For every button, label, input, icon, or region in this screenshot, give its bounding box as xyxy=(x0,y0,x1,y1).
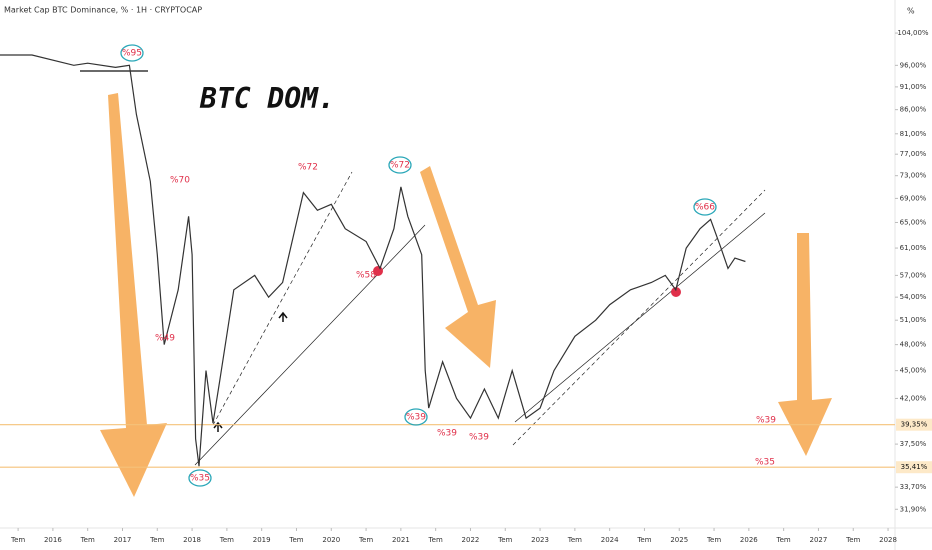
annotation: %35 xyxy=(755,458,775,468)
x-tick-label: Tem xyxy=(428,536,443,544)
x-tick-label: Tem xyxy=(845,536,860,544)
x-tick-label: 2017 xyxy=(114,536,132,544)
x-tick-label: Tem xyxy=(636,536,651,544)
y-tick-label: 31,90% xyxy=(900,505,927,513)
x-tick-label: 2020 xyxy=(322,536,340,544)
x-tick-label: Tem xyxy=(358,536,373,544)
annotation-circle xyxy=(188,469,212,487)
x-tick-label: Tem xyxy=(288,536,303,544)
x-tick-label: 2019 xyxy=(253,536,271,544)
y-tick-label: 54,00% xyxy=(900,293,927,301)
x-tick-label: Tem xyxy=(706,536,721,544)
x-tick-label: Tem xyxy=(219,536,234,544)
annotation: %39 xyxy=(406,413,426,423)
x-tick-label: 2026 xyxy=(740,536,758,544)
price-line xyxy=(0,54,746,467)
annotation: %49 xyxy=(155,334,175,344)
y-tick-label: 104,00% xyxy=(897,29,928,37)
annotation: %72 xyxy=(298,163,318,173)
x-tick-label: 2018 xyxy=(183,536,201,544)
x-tick-label: 2028 xyxy=(879,536,897,544)
x-tick-label: Tem xyxy=(567,536,582,544)
y-tick-label: 37,50% xyxy=(900,440,927,448)
annotation: %39 xyxy=(469,433,489,443)
y-tick-label: 57,00% xyxy=(900,271,927,279)
x-tick-label: Tem xyxy=(497,536,512,544)
arrow xyxy=(420,166,496,368)
y-tick-label: 33,70% xyxy=(900,483,927,491)
x-tick-label: 2016 xyxy=(44,536,62,544)
x-tick-label: 2023 xyxy=(531,536,549,544)
annotation-circle xyxy=(404,408,428,426)
annotation: %35 xyxy=(190,474,210,484)
y-tick-label: 86,00% xyxy=(900,106,927,114)
y-tick-label: 91,00% xyxy=(900,83,927,91)
x-tick-label: Tem xyxy=(149,536,164,544)
y-tick-label: 81,00% xyxy=(900,130,927,138)
arrow xyxy=(778,233,832,456)
annotation-circle xyxy=(693,198,717,216)
heading: BTC DOM. xyxy=(199,82,335,115)
annotation: %39 xyxy=(437,429,457,439)
up-arrow xyxy=(278,311,288,322)
annotation: %58 xyxy=(356,271,376,281)
x-tick-label: Tem xyxy=(776,536,791,544)
trend-line xyxy=(514,212,766,423)
arrow xyxy=(100,93,167,497)
up-arrow xyxy=(213,421,223,432)
chart-title: Market Cap BTC Dominance, % · 1H · CRYPT… xyxy=(4,6,202,15)
annotation: %39 xyxy=(756,416,776,426)
trend-line xyxy=(212,171,353,426)
marker xyxy=(671,287,681,297)
y-tick-label: 69,00% xyxy=(900,194,927,202)
y-tick-label: 48,00% xyxy=(900,341,927,349)
annotation-circle xyxy=(120,44,144,62)
y-tick-label: 96,00% xyxy=(900,61,927,69)
annotation-circle xyxy=(388,156,412,174)
level-label-box xyxy=(896,461,932,474)
x-tick-label: Tem xyxy=(80,536,95,544)
x-tick-label: 2024 xyxy=(601,536,619,544)
y-tick-label: 77,00% xyxy=(900,150,927,158)
x-tick-label: Tem xyxy=(10,536,25,544)
y-tick-label: 65,00% xyxy=(900,218,927,226)
annotation: %95 xyxy=(122,49,142,59)
trend-line xyxy=(512,189,766,446)
annotation: %72 xyxy=(390,161,410,171)
annotation: %66 xyxy=(695,203,715,213)
x-tick-label: 2022 xyxy=(462,536,480,544)
x-tick-label: 2021 xyxy=(392,536,410,544)
y-tick-label: 42,00% xyxy=(900,394,927,402)
level-label: 39,35% xyxy=(901,421,928,429)
y-tick-label: 61,00% xyxy=(900,244,927,252)
level-label: 35,41% xyxy=(901,463,928,471)
y-tick-label: 45,00% xyxy=(900,367,927,375)
x-tick-label: 2027 xyxy=(810,536,828,544)
level-label-box xyxy=(896,418,932,431)
unit-label: % xyxy=(907,7,915,16)
annotation: %70 xyxy=(170,176,190,186)
y-tick-label: 73,00% xyxy=(900,172,927,180)
y-tick-label: 51,00% xyxy=(900,316,927,324)
x-tick-label: 2025 xyxy=(670,536,688,544)
